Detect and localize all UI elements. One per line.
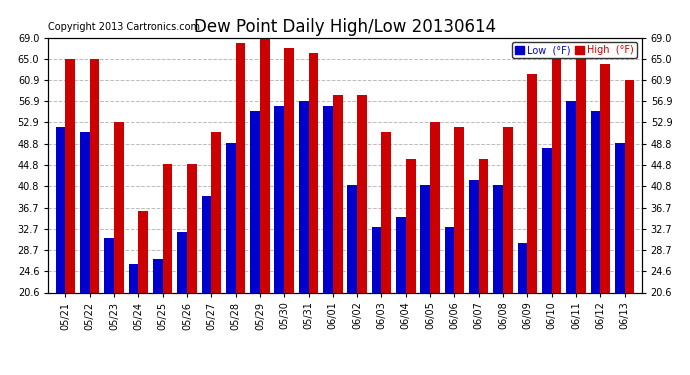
Bar xyxy=(518,243,527,375)
Bar xyxy=(552,58,562,375)
Bar xyxy=(323,106,333,375)
Bar xyxy=(382,132,391,375)
Bar xyxy=(80,132,90,375)
Bar xyxy=(615,143,624,375)
Bar xyxy=(90,58,99,375)
Bar xyxy=(406,159,415,375)
Bar xyxy=(66,58,75,375)
Bar xyxy=(138,211,148,375)
Bar xyxy=(128,264,138,375)
Bar xyxy=(455,127,464,375)
Bar xyxy=(299,101,308,375)
Bar xyxy=(396,217,406,375)
Bar xyxy=(177,232,187,375)
Bar xyxy=(542,148,552,375)
Bar xyxy=(235,43,245,375)
Bar xyxy=(348,185,357,375)
Bar xyxy=(430,122,440,375)
Bar xyxy=(153,259,163,375)
Bar xyxy=(445,227,455,375)
Bar xyxy=(479,159,489,375)
Bar xyxy=(56,127,66,375)
Bar xyxy=(372,227,382,375)
Bar xyxy=(333,96,342,375)
Bar xyxy=(201,195,211,375)
Bar xyxy=(591,111,600,375)
Bar xyxy=(114,122,124,375)
Bar xyxy=(469,180,479,375)
Bar xyxy=(104,238,114,375)
Title: Dew Point Daily High/Low 20130614: Dew Point Daily High/Low 20130614 xyxy=(194,18,496,36)
Bar xyxy=(357,96,367,375)
Bar xyxy=(250,111,260,375)
Bar xyxy=(260,38,270,375)
Bar xyxy=(624,80,634,375)
Bar xyxy=(600,64,610,375)
Bar xyxy=(308,53,318,375)
Bar xyxy=(211,132,221,375)
Bar xyxy=(163,164,172,375)
Bar xyxy=(275,106,284,375)
Bar xyxy=(284,48,294,375)
Legend: Low  (°F), High  (°F): Low (°F), High (°F) xyxy=(511,42,637,58)
Bar xyxy=(420,185,430,375)
Bar xyxy=(226,143,235,375)
Bar xyxy=(503,127,513,375)
Bar xyxy=(493,185,503,375)
Bar xyxy=(576,58,586,375)
Text: Copyright 2013 Cartronics.com: Copyright 2013 Cartronics.com xyxy=(48,22,200,32)
Bar xyxy=(566,101,576,375)
Bar xyxy=(187,164,197,375)
Bar xyxy=(527,74,537,375)
